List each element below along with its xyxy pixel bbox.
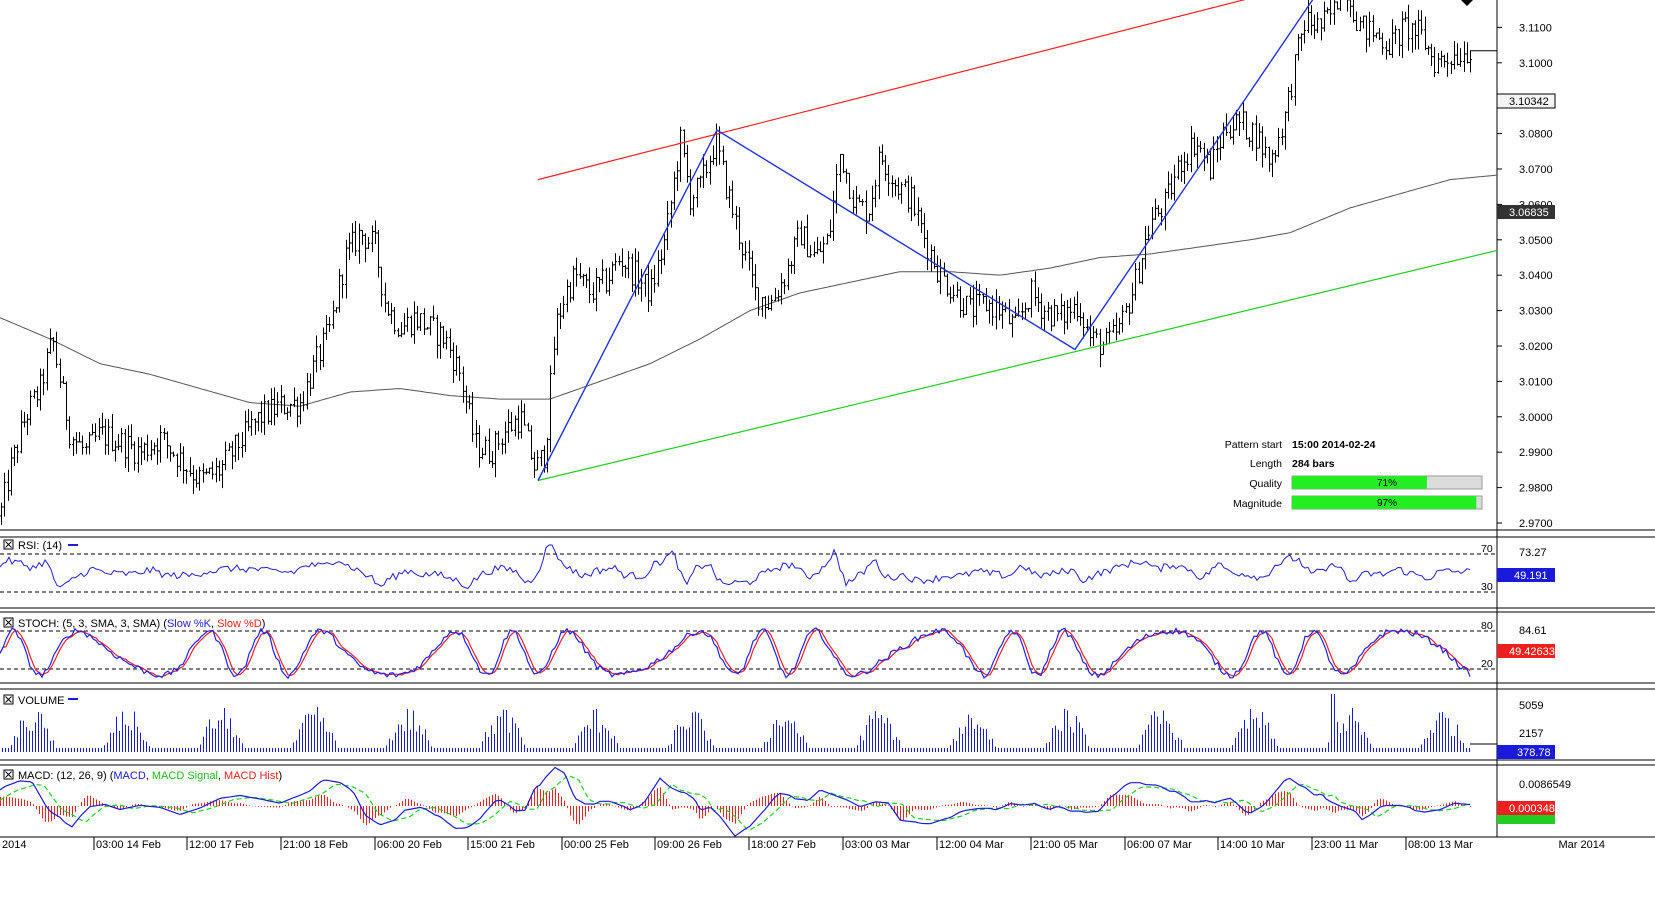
price-tick-label: 3.0700 xyxy=(1519,164,1553,176)
rsi-level-70: 70 xyxy=(1481,543,1493,555)
ma-price-box xyxy=(1497,205,1555,219)
time-tick-label: 12:00 17 Feb xyxy=(189,839,254,851)
volume-bars xyxy=(2,694,1470,752)
price-tick-label: 2.9800 xyxy=(1519,483,1553,495)
macd-line xyxy=(0,766,1471,837)
macd-value: 0.0003487 xyxy=(1509,803,1561,815)
stoch-d-legend: Slow %D xyxy=(217,618,262,630)
time-tick-label: 09:00 26 Feb xyxy=(657,839,722,851)
price-tick-label: 3.0500 xyxy=(1519,235,1553,247)
stoch-level-80: 80 xyxy=(1481,620,1493,632)
time-tick-label: 06:00 07 Mar xyxy=(1127,839,1192,851)
macd-panel: MACD: (12, 26, 9) (MACD, MACD Signal, MA… xyxy=(0,766,1571,837)
stoch-slow-d-line xyxy=(0,628,1471,678)
volume-title: VOLUME xyxy=(18,695,64,707)
macd-close-icon-glyph xyxy=(5,771,12,778)
magnitude-value: 97% xyxy=(1377,498,1397,509)
volume-value-box xyxy=(1497,745,1555,759)
volume-axis-top: 5059 xyxy=(1519,700,1543,712)
volume-close-icon-glyph xyxy=(5,696,12,703)
stoch-value-box xyxy=(1497,644,1555,658)
price-tick-label: 3.0300 xyxy=(1519,306,1553,318)
macd-title: MACD: (12, 26, 9) (MACD, MACD Signal, MA… xyxy=(18,770,282,782)
time-tick-label: 23:00 11 Mar xyxy=(1314,839,1378,851)
lower-channel-line[interactable] xyxy=(537,249,1498,482)
stoch-level-20: 20 xyxy=(1481,658,1493,670)
quality-bar-fill xyxy=(1292,476,1427,489)
upper-channel-line[interactable] xyxy=(537,0,1497,181)
rsi-axis-top: 73.27 xyxy=(1519,547,1547,559)
time-axis-end: Mar 2014 xyxy=(1559,839,1605,851)
pattern-length-label: Length xyxy=(1250,458,1282,470)
rsi-title: RSI: (14) xyxy=(18,540,62,552)
volume-axis-mid: 2157 xyxy=(1519,728,1543,740)
time-tick-label: 03:00 03 Mar xyxy=(845,839,910,851)
quality-label: Quality xyxy=(1249,478,1282,490)
pattern-info-box: Pattern start 15:00 2014-02-24 Length 28… xyxy=(1225,439,1483,510)
zigzag-pattern-line xyxy=(537,0,1314,481)
price-tick-label: 3.1100 xyxy=(1519,22,1552,34)
price-tick-label: 2.9900 xyxy=(1519,447,1553,459)
pattern-length-value: 284 bars xyxy=(1292,458,1335,470)
rsi-panel: RSI: (14) 70 30 73.27 49.191 xyxy=(0,539,1555,593)
stoch-slow-k-line xyxy=(0,627,1471,680)
time-tick-label: 00:00 25 Feb xyxy=(564,839,629,851)
price-tick-label: 2.9700 xyxy=(1519,518,1553,530)
macd-legend: MACD xyxy=(113,770,145,782)
current-price-box xyxy=(1496,93,1556,109)
price-tick-label: 3.1000 xyxy=(1519,58,1553,70)
current-price-label: 3.10342 xyxy=(1509,96,1549,108)
scroll-marker-icon[interactable] xyxy=(1461,0,1473,6)
price-tick-label: 3.0000 xyxy=(1519,412,1553,424)
stoch-panel: STOCH: (5, 3, SMA, 3, SMA) (Slow %K, Slo… xyxy=(0,617,1555,680)
stoch-value: 49.42633 xyxy=(1509,646,1555,658)
rsi-level-30: 30 xyxy=(1481,581,1493,593)
stoch-axis-top: 84.61 xyxy=(1519,625,1547,637)
macd-signal-value-box xyxy=(1497,815,1555,824)
macd-signal-line xyxy=(0,775,1471,831)
price-tick-label: 3.0200 xyxy=(1519,341,1553,353)
candles xyxy=(0,0,1472,525)
time-tick-label: 12:00 04 Mar xyxy=(939,839,1004,851)
volume-panel: VOLUME 5059 2157 378.78 xyxy=(2,694,1555,759)
time-tick-label: 15:00 21 Feb xyxy=(470,839,535,851)
time-axis-start: 2014 xyxy=(2,839,26,851)
time-tick-label: 18:00 27 Feb xyxy=(751,839,816,851)
macd-histogram xyxy=(0,785,1471,826)
quality-value: 71% xyxy=(1377,478,1397,489)
price-tick-label: 3.0100 xyxy=(1519,376,1553,388)
time-tick-label: 08:00 13 Mar xyxy=(1408,839,1473,851)
moving-average-line xyxy=(0,174,1498,407)
time-tick-label: 14:00 10 Mar xyxy=(1220,839,1285,851)
panel-frames xyxy=(0,0,1655,838)
ma-price-label: 3.06835 xyxy=(1509,207,1549,219)
price-tick-label: 3.0400 xyxy=(1519,270,1553,282)
stoch-title: STOCH: (5, 3, SMA, 3, SMA) (Slow %K, Slo… xyxy=(18,618,265,630)
macd-signal-legend: MACD Signal xyxy=(152,770,218,782)
macd-value-box xyxy=(1497,801,1555,815)
time-axis: 2014 Mar 2014 03:00 14 Feb 12:00 17 Feb 21… xyxy=(2,837,1605,851)
pattern-start-label: Pattern start xyxy=(1225,439,1282,451)
stoch-close-icon-glyph xyxy=(5,619,12,626)
magnitude-bar-fill xyxy=(1292,496,1477,509)
rsi-value: 49.191 xyxy=(1514,570,1548,582)
rsi-line xyxy=(0,544,1471,589)
rsi-close-icon-glyph xyxy=(5,541,12,548)
time-tick-label: 21:00 18 Feb xyxy=(283,839,348,851)
time-tick-label: 03:00 14 Feb xyxy=(96,839,161,851)
macd-hist-legend: MACD Hist xyxy=(224,770,278,782)
rsi-value-box xyxy=(1497,568,1555,582)
pattern-start-value: 15:00 2014-02-24 xyxy=(1292,439,1376,451)
volume-value: 378.78 xyxy=(1517,747,1551,759)
price-tick-label: 3.0800 xyxy=(1519,129,1553,141)
time-tick-label: 06:00 20 Feb xyxy=(377,839,442,851)
time-tick-label: 21:00 05 Mar xyxy=(1033,839,1098,851)
magnitude-label: Magnitude xyxy=(1233,498,1282,510)
stoch-k-legend: Slow %K xyxy=(167,618,212,630)
macd-axis-top: 0.0086549 xyxy=(1519,779,1571,791)
price-axis: 3.13003.12003.11003.10003.09003.08003.07… xyxy=(1497,22,1553,530)
